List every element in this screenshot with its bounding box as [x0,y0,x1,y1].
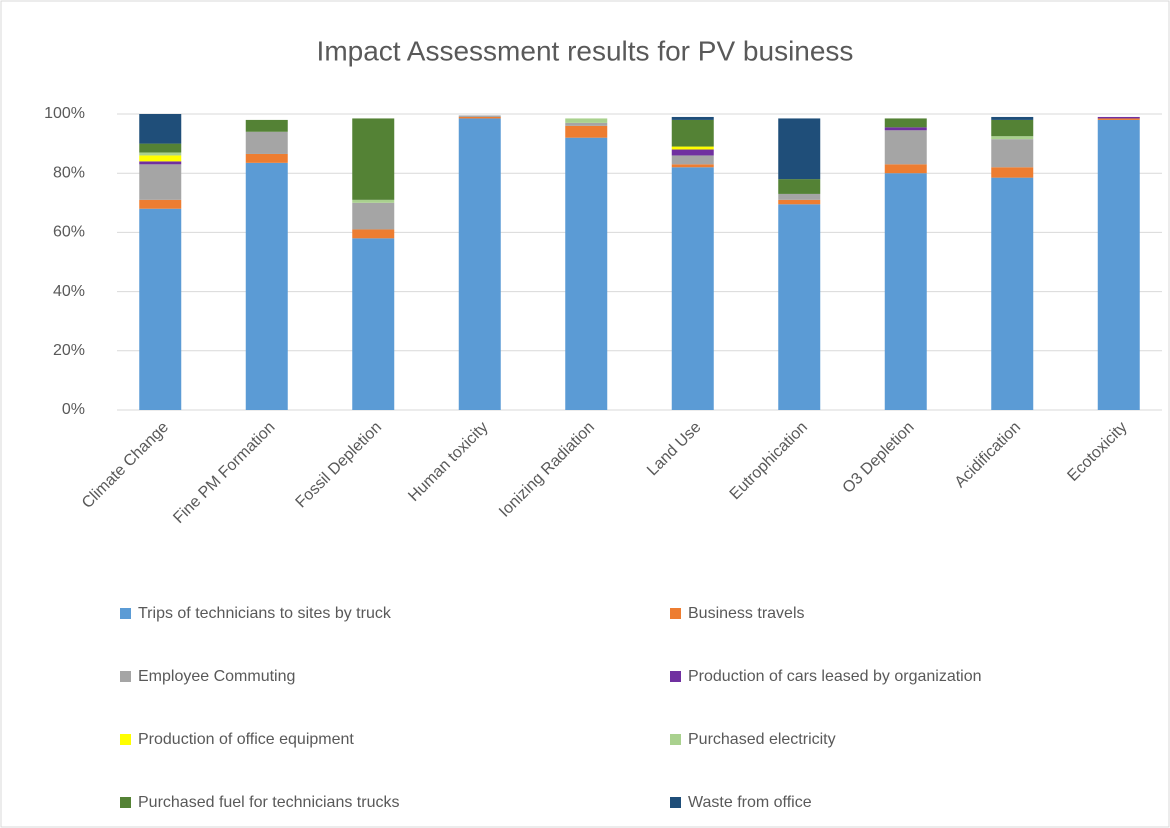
legend-label: Production of office equipment [138,731,354,748]
bar-segment [884,127,927,131]
bar-segment [565,137,608,410]
legend-swatch [120,608,131,619]
legend-swatch [670,608,681,619]
bar-segment [991,136,1034,140]
bar-segment [778,199,821,205]
y-tick-label: 0% [62,401,85,418]
legend-swatch [120,734,131,745]
legend-label: Purchased fuel for technicians trucks [138,794,399,811]
legend-swatch [670,671,681,682]
bar-segment [352,199,395,203]
bar-segment [991,177,1034,410]
bar-segment [245,119,288,132]
y-tick-label: 40% [53,283,85,300]
bar-segment [565,118,608,123]
bar-segment [139,164,182,200]
bar-segment [458,118,501,410]
legend-label: Waste from office [688,794,812,811]
legend-swatch [670,797,681,808]
bar-segment [352,202,395,230]
bar-segment [352,229,395,239]
bar-segment [139,114,182,144]
bar-segment [991,119,1034,137]
bar-segment [778,193,821,200]
bar-segment [778,204,821,410]
bar-segment [991,167,1034,178]
bar-segment [671,119,714,147]
bar-segment [1097,116,1140,119]
bar-segment [139,208,182,410]
bar-segment [884,164,927,174]
y-tick-label: 100% [44,105,85,122]
bar-segment [1097,118,1140,120]
bar-segment [139,143,182,153]
bar-segment [671,164,714,168]
bar-segment [1097,119,1140,411]
bar-segment [245,153,288,163]
legend-label: Employee Commuting [138,668,295,685]
bar-segment [884,130,927,165]
bar-segment [671,146,714,150]
legend-label: Purchased electricity [688,731,836,748]
y-tick-label: 60% [53,224,85,241]
bar-segment [991,116,1034,120]
bar-segment [991,139,1034,168]
bar-segment [671,167,714,410]
bar-segment [458,116,501,119]
y-tick-label: 80% [53,164,85,181]
bar-segment [245,131,288,154]
bar-segment [565,125,608,138]
bar-segment [139,161,182,165]
bar-segment [671,116,714,120]
bar-segment [139,199,182,209]
bar-segment [139,152,182,156]
legend-swatch [120,797,131,808]
bar-segment [139,155,182,162]
bar-segment [884,173,927,410]
legend-label: Business travels [688,605,805,622]
bar-segment [778,179,821,194]
bar-segment [352,118,395,200]
legend-swatch [670,734,681,745]
bar-segment [778,118,821,180]
chart-title: Impact Assessment results for PV busines… [317,35,854,66]
legend-swatch [120,671,131,682]
bar-segment [245,162,288,410]
bar-segment [458,115,501,117]
bar-segment [884,118,927,128]
legend-label: Production of cars leased by organizatio… [688,668,982,685]
legend-label: Trips of technicians to sites by truck [138,605,392,622]
bar-segment [671,155,714,165]
bar-segment [352,238,395,410]
y-tick-label: 20% [53,342,85,359]
bar-segment [671,149,714,156]
bar-segment [565,122,608,126]
